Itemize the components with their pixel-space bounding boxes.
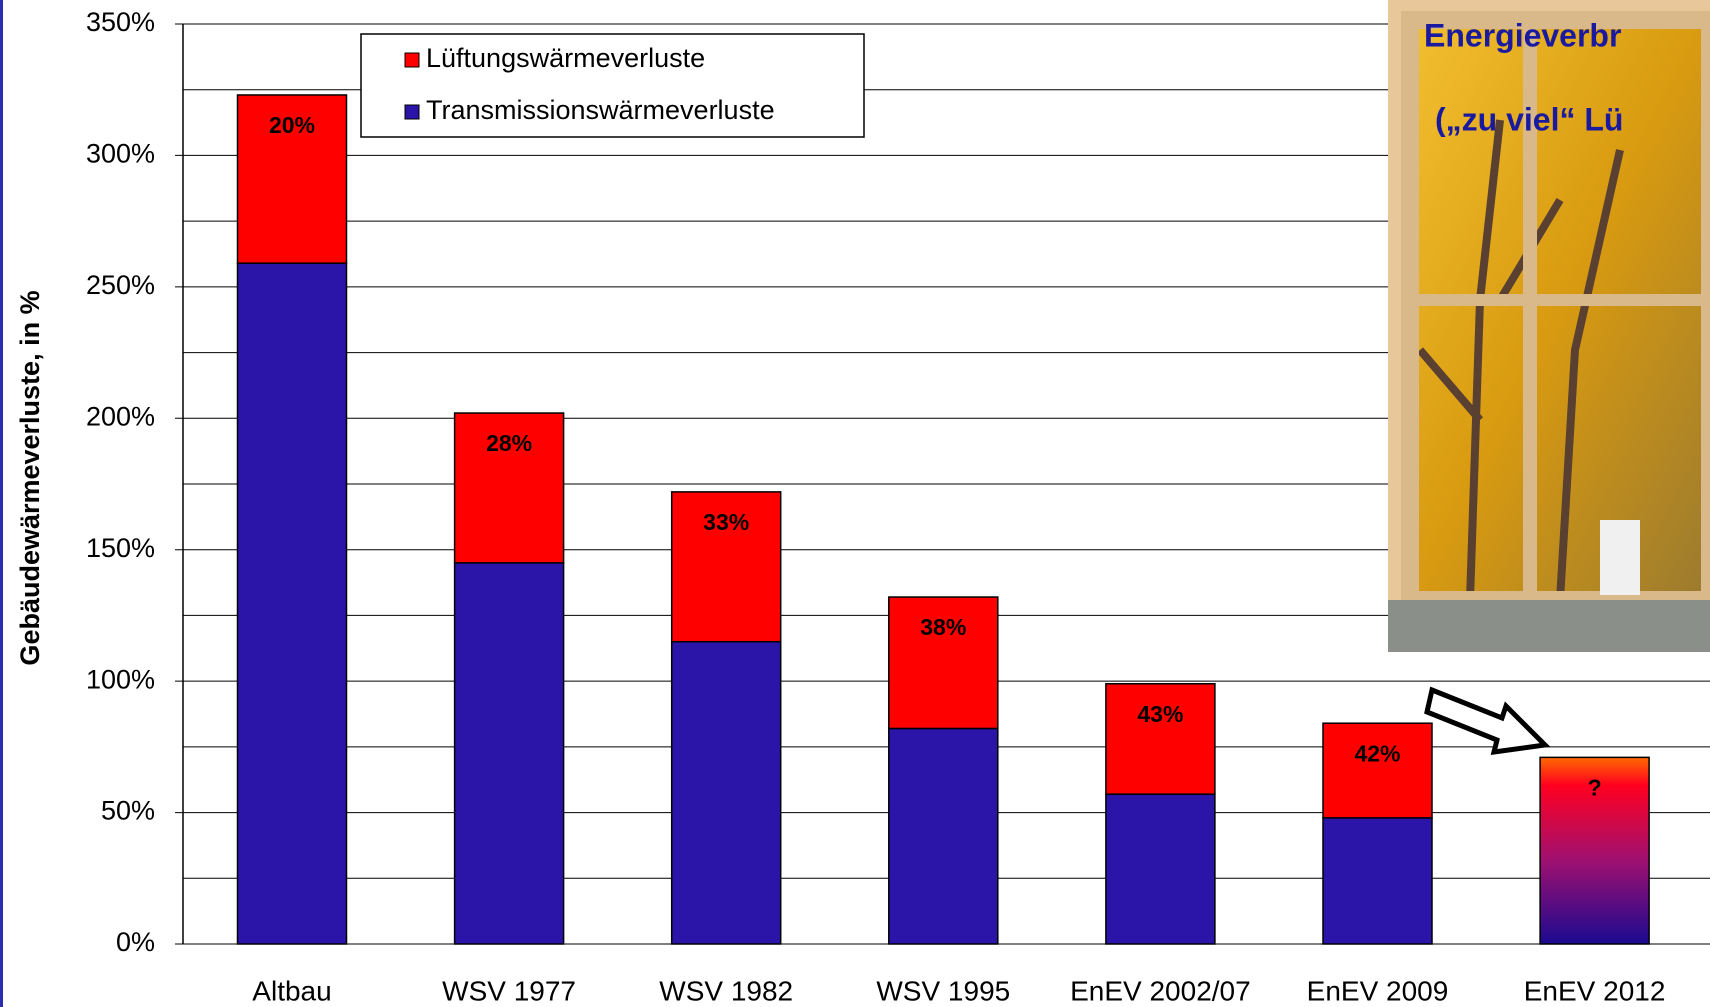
share-label: 33% — [703, 509, 749, 535]
x-tick-label: Altbau — [252, 975, 331, 1006]
image-caption: („zu viel“ Lü — [1435, 101, 1623, 137]
y-tick-label: 50% — [101, 796, 155, 826]
x-tick-label: WSV 1995 — [876, 975, 1010, 1006]
share-label: 20% — [269, 112, 315, 138]
legend-swatch — [405, 53, 419, 67]
x-tick-label: EnEV 2009 — [1307, 975, 1449, 1006]
y-tick-label: 150% — [86, 533, 155, 563]
x-tick-label: WSV 1982 — [659, 975, 793, 1006]
chart: 0% 50% 100% 150% 200% 250% 300% 350% Altbau 20% W… — [0, 0, 1710, 1007]
bar-segment — [1106, 794, 1215, 944]
left-border — [0, 0, 3, 1007]
bar-segment — [889, 728, 998, 944]
window-photo — [1388, 0, 1710, 652]
share-label: ? — [1588, 774, 1602, 800]
share-label: 43% — [1137, 701, 1183, 727]
bar-segment — [672, 642, 781, 944]
bar-segment — [1323, 818, 1432, 944]
legend-label: Lüftungswärmeverluste — [426, 43, 705, 73]
bar-segment — [455, 563, 564, 944]
legend-swatch — [405, 105, 419, 119]
arrow — [1427, 690, 1545, 752]
y-tick-label: 350% — [86, 7, 155, 37]
x-tick-label: WSV 1977 — [442, 975, 576, 1006]
y-tick-label: 200% — [86, 401, 155, 431]
share-label: 42% — [1354, 740, 1400, 766]
image-caption: Energieverbr — [1424, 17, 1621, 53]
y-tick-label: 0% — [116, 927, 155, 957]
share-label: 38% — [920, 614, 966, 640]
y-tick-label: 100% — [86, 664, 155, 694]
y-tick-label: 250% — [86, 270, 155, 300]
page: {"chart_data": {"type": "stacked-bar", "… — [0, 0, 1710, 1007]
x-tick-label: EnEV 2012 — [1524, 975, 1666, 1006]
y-axis-label: Gebäudewärmeverluste, in % — [15, 290, 45, 665]
bar-segment — [1323, 723, 1432, 818]
x-tick-label: EnEV 2002/07 — [1070, 975, 1251, 1006]
share-label: 28% — [486, 430, 532, 456]
y-tick-label: 300% — [86, 139, 155, 169]
legend-label: Transmissionswärmeverluste — [426, 95, 775, 125]
bar-segment — [238, 263, 347, 944]
